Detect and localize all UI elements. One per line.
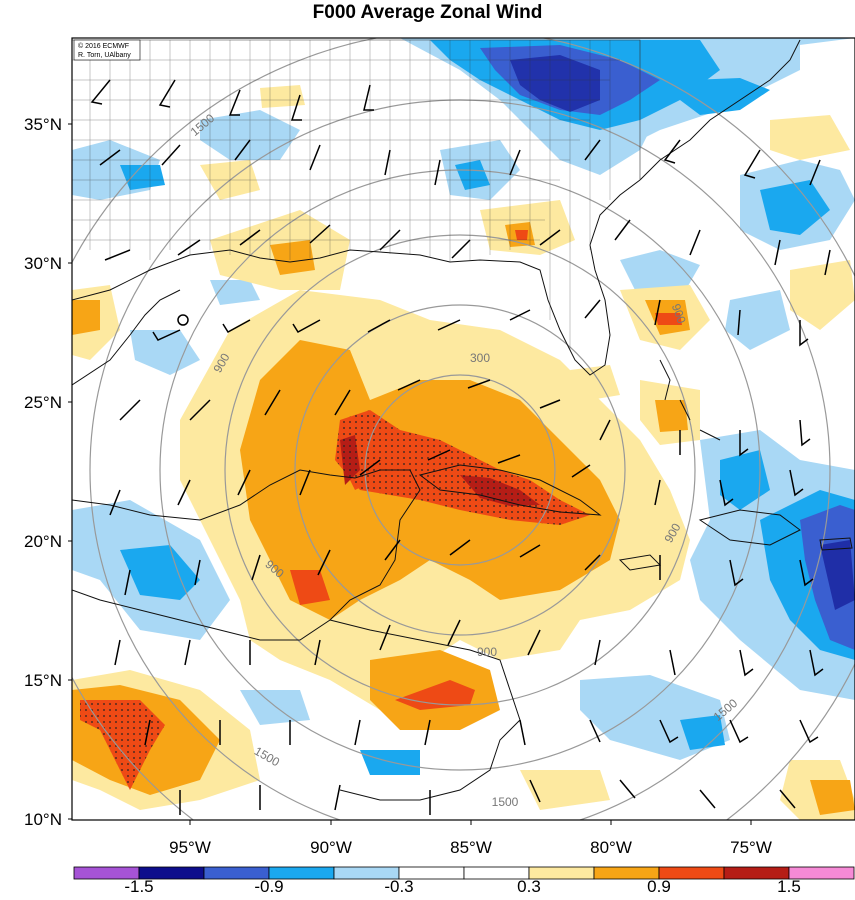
- lat-label-15: 15°N: [24, 671, 62, 690]
- colorbar-label: 0.3: [517, 877, 541, 896]
- shaded-positive-wind: [72, 85, 855, 820]
- lat-label-20: 20°N: [24, 532, 62, 551]
- credit-line-2: R. Torn, UAlbany: [78, 52, 131, 59]
- colorbar-label: -0.9: [254, 877, 283, 896]
- colorbar-tick-labels: -1.5 -0.9 -0.3 0.3 0.9 1.5: [124, 877, 800, 896]
- colorbar-label: 1.5: [777, 877, 801, 896]
- lat-label-25: 25°N: [24, 393, 62, 412]
- colorbar: [73, 866, 855, 880]
- county-borders: [72, 40, 620, 350]
- credit-box: © 2016 ECMWF R. Torn, UAlbany: [73, 39, 141, 61]
- credit-line-1: © 2016 ECMWF: [78, 42, 129, 50]
- colorbar-label: -0.3: [384, 877, 413, 896]
- colorbar-label: -1.5: [124, 877, 153, 896]
- latitude-labels: 35°N 30°N 25°N 20°N 15°N 10°N: [24, 115, 72, 829]
- wind-barbs: [90, 79, 831, 815]
- lon-label-75: 75°W: [730, 838, 772, 857]
- longitude-labels: 95°W 90°W 85°W 80°W 75°W: [169, 820, 772, 857]
- ring-label: 900: [477, 645, 497, 659]
- lon-label-95: 95°W: [169, 838, 211, 857]
- map-title: F000 Average Zonal Wind: [312, 2, 543, 23]
- lat-label-30: 30°N: [24, 254, 62, 273]
- ring-label: 300: [470, 351, 490, 365]
- lon-label-90: 90°W: [310, 838, 352, 857]
- lon-label-85: 85°W: [450, 838, 492, 857]
- plot-border: [71, 37, 855, 821]
- colorbar-label: 0.9: [647, 877, 671, 896]
- center-marker-icon: [177, 314, 189, 326]
- ring-label: 900: [669, 302, 689, 326]
- lat-label-10: 10°N: [24, 810, 62, 829]
- lon-label-80: 80°W: [590, 838, 632, 857]
- colorbar-swatch: [788, 866, 855, 880]
- ring-label: 1500: [492, 795, 519, 809]
- shaded-negative-wind: [72, 38, 855, 775]
- lat-label-35: 35°N: [24, 115, 62, 134]
